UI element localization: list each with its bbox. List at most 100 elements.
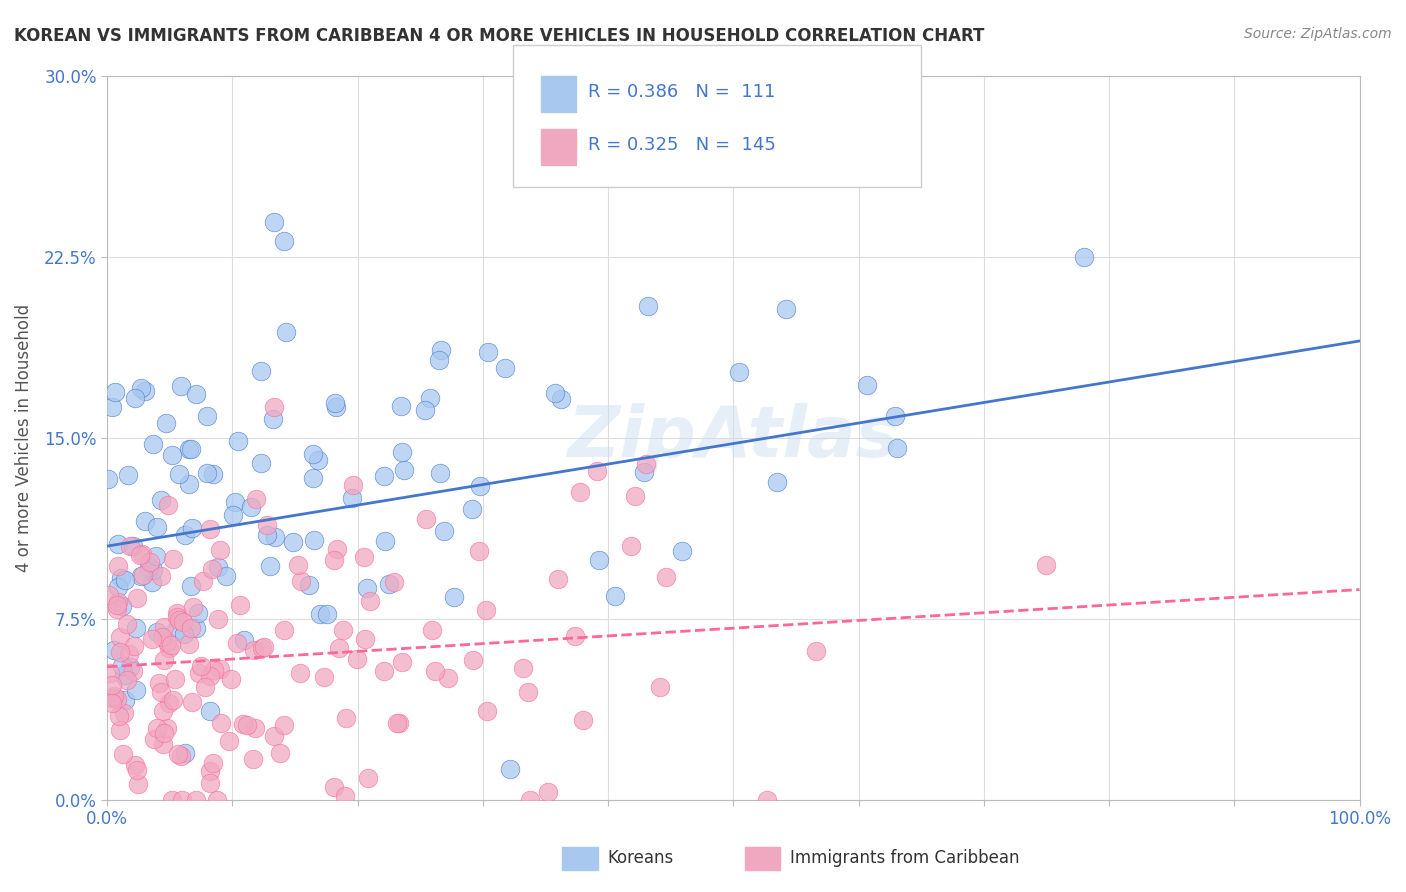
Point [222, 508, 245, 523]
Point [312, 670, 335, 684]
Point [263, 729, 285, 743]
Point [323, 780, 346, 794]
Point [249, 456, 271, 470]
Point [145, 549, 167, 563]
Point [436, 671, 458, 685]
Point [181, 600, 204, 615]
Point [519, 792, 541, 806]
Point [124, 391, 146, 405]
Point [1073, 250, 1095, 264]
Point [114, 668, 136, 682]
Point [115, 616, 138, 631]
Point [193, 574, 215, 589]
Point [387, 716, 409, 731]
Point [413, 402, 436, 417]
Point [209, 662, 232, 676]
Point [225, 636, 247, 650]
Point [263, 400, 285, 414]
Point [201, 562, 224, 576]
Point [359, 594, 381, 608]
Text: KOREAN VS IMMIGRANTS FROM CARIBBEAN 4 OR MORE VEHICLES IN HOUSEHOLD CORRELATION : KOREAN VS IMMIGRANTS FROM CARIBBEAN 4 OR… [14, 27, 984, 45]
Point [564, 629, 586, 643]
Point [152, 737, 174, 751]
Point [202, 663, 225, 677]
Point [153, 620, 176, 634]
Point [209, 542, 232, 557]
Point [180, 621, 202, 635]
Point [603, 589, 626, 603]
Point [224, 495, 246, 509]
Point [177, 476, 200, 491]
Point [240, 500, 263, 514]
Point [125, 683, 148, 698]
Point [205, 792, 228, 806]
Point [200, 764, 222, 778]
Point [195, 466, 218, 480]
Point [512, 661, 534, 675]
Point [340, 491, 363, 505]
Point [108, 645, 131, 659]
Point [432, 524, 454, 538]
Point [149, 492, 172, 507]
Point [162, 552, 184, 566]
Point [233, 633, 256, 648]
Point [373, 664, 395, 678]
Point [332, 624, 354, 638]
Y-axis label: 4 or more Vehicles in Household: 4 or more Vehicles in Household [15, 303, 32, 572]
Point [215, 568, 238, 582]
Point [207, 612, 229, 626]
Point [636, 457, 658, 471]
Point [107, 598, 129, 612]
Point [537, 785, 560, 799]
Point [287, 558, 309, 572]
Point [184, 387, 207, 401]
Point [346, 652, 368, 666]
Point [756, 792, 779, 806]
Point [156, 721, 179, 735]
Point [392, 462, 415, 476]
Point [115, 673, 138, 687]
Point [648, 680, 671, 694]
Point [325, 400, 347, 414]
Point [98, 665, 121, 680]
Point [146, 520, 169, 534]
Point [124, 758, 146, 772]
Point [142, 563, 165, 577]
Point [209, 716, 232, 731]
Point [301, 447, 323, 461]
Point [101, 690, 124, 705]
Point [323, 395, 346, 409]
Point [357, 771, 380, 785]
Point [177, 442, 200, 457]
Point [385, 715, 408, 730]
Point [335, 789, 357, 803]
Point [517, 685, 540, 699]
Point [107, 559, 129, 574]
Point [160, 448, 183, 462]
Point [198, 775, 221, 789]
Point [198, 704, 221, 718]
Point [250, 640, 273, 655]
Point [142, 436, 165, 450]
Point [326, 541, 349, 556]
Point [132, 567, 155, 582]
Point [218, 734, 240, 748]
Point [342, 477, 364, 491]
Point [263, 215, 285, 229]
Point [138, 560, 160, 574]
Point [114, 574, 136, 588]
Point [207, 559, 229, 574]
Point [134, 514, 156, 528]
Point [475, 705, 498, 719]
Point [250, 363, 273, 377]
Point [180, 442, 202, 456]
Point [170, 792, 193, 806]
Point [101, 696, 124, 710]
Point [262, 411, 284, 425]
Point [120, 660, 142, 674]
Point [461, 653, 484, 667]
Point [193, 680, 215, 694]
Point [356, 581, 378, 595]
Point [169, 613, 191, 627]
Point [101, 678, 124, 692]
